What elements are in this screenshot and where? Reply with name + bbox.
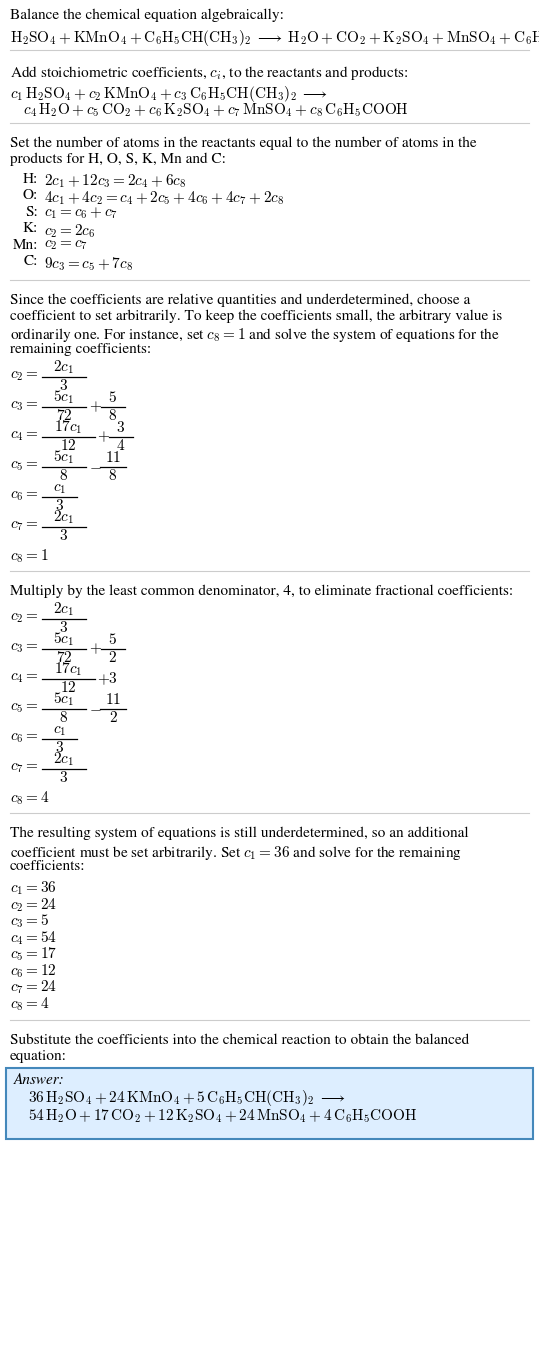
Text: $3$: $3$ — [59, 528, 68, 543]
Text: $5c_1$: $5c_1$ — [53, 449, 74, 466]
Text: $c_3 = $: $c_3 = $ — [10, 641, 39, 655]
Text: $2$: $2$ — [108, 710, 118, 725]
Text: $5$: $5$ — [108, 633, 117, 648]
Text: $5$: $5$ — [108, 391, 117, 405]
Text: $c_4 = $: $c_4 = $ — [10, 430, 39, 443]
Text: $3$: $3$ — [55, 740, 64, 754]
Text: $c_4 = $: $c_4 = $ — [10, 672, 39, 686]
Text: $72$: $72$ — [56, 408, 72, 423]
Text: H:: H: — [23, 172, 38, 186]
Text: remaining coefficients:: remaining coefficients: — [10, 343, 151, 357]
Text: $54\,\mathrm{H_2O} + 17\,\mathrm{CO_2} + 12\,\mathrm{K_2SO_4} + 24\,\mathrm{MnSO: $54\,\mathrm{H_2O} + 17\,\mathrm{CO_2} +… — [28, 1107, 418, 1125]
Text: C:: C: — [24, 255, 38, 268]
Text: $c_1$: $c_1$ — [53, 482, 66, 496]
Text: $+$: $+$ — [88, 641, 102, 656]
Text: equation:: equation: — [10, 1051, 67, 1063]
Text: $c_2 = 2c_6$: $c_2 = 2c_6$ — [44, 222, 95, 240]
Text: Set the number of atoms in the reactants equal to the number of atoms in the: Set the number of atoms in the reactants… — [10, 136, 476, 150]
Text: $4$: $4$ — [116, 438, 126, 453]
Text: Mn:: Mn: — [12, 238, 38, 252]
Text: $5c_1$: $5c_1$ — [53, 690, 74, 707]
Text: coefficient must be set arbitrarily. Set $c_1 = 36$ and solve for the remaining: coefficient must be set arbitrarily. Set… — [10, 843, 462, 862]
Text: Multiply by the least common denominator, 4, to eliminate fractional coefficient: Multiply by the least common denominator… — [10, 585, 513, 598]
Text: $2c_1$: $2c_1$ — [53, 358, 74, 376]
Text: $8$: $8$ — [59, 467, 68, 482]
Text: $c_2 = 24$: $c_2 = 24$ — [10, 896, 57, 913]
Text: $5c_1$: $5c_1$ — [53, 388, 74, 405]
Text: $c_3 = 5$: $c_3 = 5$ — [10, 912, 49, 929]
Text: $c_8 = 4$: $c_8 = 4$ — [10, 789, 50, 807]
Text: $c_8 = 4$: $c_8 = 4$ — [10, 995, 50, 1013]
Text: $-$: $-$ — [88, 702, 101, 715]
Text: $2c_1$: $2c_1$ — [53, 508, 74, 525]
Text: ordinarily one. For instance, set $c_8 = 1$ and solve the system of equations fo: ordinarily one. For instance, set $c_8 =… — [10, 326, 500, 345]
Text: K:: K: — [23, 222, 38, 236]
Text: $2c_1$: $2c_1$ — [53, 599, 74, 617]
Text: $11$: $11$ — [105, 692, 121, 707]
Text: coefficient to set arbitrarily. To keep the coefficients small, the arbitrary va: coefficient to set arbitrarily. To keep … — [10, 310, 502, 323]
Text: $+$: $+$ — [88, 399, 102, 414]
Text: $8$: $8$ — [108, 467, 118, 482]
Text: $c_5 = $: $c_5 = $ — [10, 459, 39, 473]
Text: $+$: $+$ — [97, 430, 110, 443]
Text: $36\,\mathrm{H_2SO_4} + 24\,\mathrm{KMnO_4} + 5\,\mathrm{C_6H_5CH(CH_3)_2} \;\lo: $36\,\mathrm{H_2SO_4} + 24\,\mathrm{KMnO… — [28, 1088, 345, 1109]
Text: $9c_3 = c_5 + 7c_8$: $9c_3 = c_5 + 7c_8$ — [44, 255, 133, 272]
Text: $12$: $12$ — [60, 438, 76, 453]
Text: $+3$: $+3$ — [97, 671, 118, 687]
Text: $3$: $3$ — [116, 420, 126, 435]
Text: Balance the chemical equation algebraically:: Balance the chemical equation algebraica… — [10, 9, 284, 23]
Text: $-$: $-$ — [88, 459, 101, 473]
Text: $c_6 = $: $c_6 = $ — [10, 731, 39, 745]
Text: $72$: $72$ — [56, 649, 72, 664]
Text: $17c_1$: $17c_1$ — [54, 418, 82, 435]
Text: products for H, O, S, K, Mn and C:: products for H, O, S, K, Mn and C: — [10, 154, 226, 167]
Text: $c_6 = $: $c_6 = $ — [10, 490, 39, 504]
Text: $c_5 = $: $c_5 = $ — [10, 702, 39, 715]
Text: $c_1$: $c_1$ — [53, 723, 66, 738]
Text: $3$: $3$ — [59, 377, 68, 392]
Text: $c_7 = $: $c_7 = $ — [10, 520, 39, 533]
Text: $2c_1 + 12c_3 = 2c_4 + 6c_8$: $2c_1 + 12c_3 = 2c_4 + 6c_8$ — [44, 172, 186, 190]
Text: The resulting system of equations is still underdetermined, so an additional: The resulting system of equations is sti… — [10, 827, 468, 841]
Text: Substitute the coefficients into the chemical reaction to obtain the balanced: Substitute the coefficients into the che… — [10, 1033, 469, 1047]
Text: $3$: $3$ — [59, 620, 68, 634]
Text: $8$: $8$ — [108, 408, 117, 423]
Text: $2$: $2$ — [108, 649, 117, 664]
Text: S:: S: — [25, 206, 38, 220]
Text: $8$: $8$ — [59, 710, 68, 725]
Text: $c_5 = 17$: $c_5 = 17$ — [10, 946, 57, 963]
Text: $c_1 = c_6 + c_7$: $c_1 = c_6 + c_7$ — [44, 206, 118, 221]
Text: $c_1\, \mathrm{H_2SO_4} + c_2\, \mathrm{KMnO_4} + c_3\, \mathrm{C_6H_5CH(CH_3)_2: $c_1\, \mathrm{H_2SO_4} + c_2\, \mathrm{… — [10, 84, 328, 104]
Text: $c_4 = 54$: $c_4 = 54$ — [10, 929, 57, 947]
Text: Add stoichiometric coefficients, $c_i$, to the reactants and products:: Add stoichiometric coefficients, $c_i$, … — [10, 65, 408, 82]
Text: $\mathrm{H_2SO_4 + KMnO_4 + C_6H_5CH(CH_3)_2 \;\longrightarrow\; H_2O + CO_2 + K: $\mathrm{H_2SO_4 + KMnO_4 + C_6H_5CH(CH_… — [10, 28, 539, 48]
Text: $c_6 = 12$: $c_6 = 12$ — [10, 962, 57, 979]
Text: $c_7 = $: $c_7 = $ — [10, 761, 39, 776]
Text: $c_3 = $: $c_3 = $ — [10, 400, 39, 414]
Text: $\quad c_4\, \mathrm{H_2O} + c_5\, \mathrm{CO_2} + c_6\, \mathrm{K_2SO_4} + c_7\: $\quad c_4\, \mathrm{H_2O} + c_5\, \math… — [10, 101, 409, 119]
FancyBboxPatch shape — [6, 1068, 533, 1138]
Text: $c_8 = 1$: $c_8 = 1$ — [10, 548, 49, 566]
Text: $11$: $11$ — [105, 450, 121, 466]
Text: $2c_1$: $2c_1$ — [53, 750, 74, 768]
Text: $c_1 = 36$: $c_1 = 36$ — [10, 880, 57, 897]
Text: $5c_1$: $5c_1$ — [53, 630, 74, 648]
Text: $c_2 = $: $c_2 = $ — [10, 612, 39, 625]
Text: $c_2 = c_7$: $c_2 = c_7$ — [44, 238, 88, 252]
Text: $3$: $3$ — [55, 497, 64, 512]
Text: $17c_1$: $17c_1$ — [54, 660, 82, 678]
Text: coefficients:: coefficients: — [10, 859, 86, 873]
Text: O:: O: — [23, 189, 38, 202]
Text: $4c_1 + 4c_2 = c_4 + 2c_5 + 4c_6 + 4c_7 + 2c_8$: $4c_1 + 4c_2 = c_4 + 2c_5 + 4c_6 + 4c_7 … — [44, 189, 285, 206]
Text: $c_7 = 24$: $c_7 = 24$ — [10, 978, 57, 995]
Text: $12$: $12$ — [60, 679, 76, 695]
Text: $c_2 = $: $c_2 = $ — [10, 369, 39, 384]
Text: Since the coefficients are relative quantities and underdetermined, choose a: Since the coefficients are relative quan… — [10, 294, 470, 307]
Text: $3$: $3$ — [59, 769, 68, 784]
Text: Answer:: Answer: — [14, 1072, 65, 1087]
